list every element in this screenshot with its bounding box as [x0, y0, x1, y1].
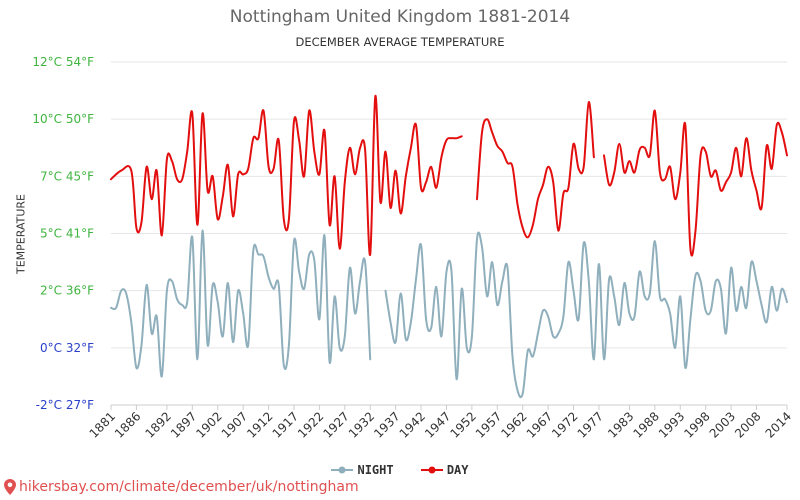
legend-night-marker-icon	[331, 466, 354, 474]
x-axis: 1881188618921897190219071912191719221927…	[87, 404, 794, 441]
y-tick-label: -2°C 27°F	[36, 398, 94, 412]
x-tick-label: 1886	[112, 409, 143, 440]
x-tick-label: 1922	[295, 409, 326, 440]
x-tick-label: 1912	[244, 409, 275, 440]
x-tick-label: 1927	[320, 409, 351, 440]
y-tick-label: 2°C 36°F	[40, 284, 94, 298]
x-tick-label: 1917	[270, 409, 301, 440]
series-lines	[110, 95, 788, 399]
gridlines	[111, 61, 787, 406]
y-tick-label: 0°C 32°F	[40, 341, 94, 355]
series-line-night[interactable]	[110, 229, 372, 378]
x-tick-label: 1947	[422, 409, 453, 440]
x-tick-label: 1957	[473, 409, 504, 440]
legend-item-night[interactable]: NIGHT	[331, 463, 394, 477]
chart-title: Nottingham United Kingdom 1881-2014	[229, 7, 571, 27]
x-tick-label: 1902	[193, 409, 224, 440]
source-link[interactable]: hikersbay.com/climate/december/uk/nottin…	[4, 479, 359, 495]
x-tick-label: 1972	[549, 409, 580, 440]
x-tick-label: 1993	[656, 409, 687, 440]
x-tick-label: 1962	[498, 409, 529, 440]
x-tick-label: 1942	[397, 409, 428, 440]
x-tick-label: 1983	[605, 409, 636, 440]
legend-night-label: NIGHT	[357, 463, 394, 477]
y-tick-label: 5°C 41°F	[40, 227, 94, 241]
y-tick-label: 7°C 45°F	[40, 169, 94, 183]
legend-day-label: DAY	[446, 463, 469, 477]
source-url[interactable]: hikersbay.com/climate/december/uk/nottin…	[19, 479, 359, 495]
x-tick-label: 1897	[168, 409, 199, 440]
legend-day-marker-icon	[420, 466, 443, 474]
x-tick-label: 1998	[681, 409, 712, 440]
x-tick-label: 1881	[87, 409, 118, 440]
y-axis: -2°C 27°F 0°C 32°F 2°C 36°F 5°C 41°F 7°C 45°…	[32, 55, 94, 412]
x-tick-label: 2008	[732, 409, 763, 440]
x-tick-label: 2003	[707, 409, 738, 440]
y-tick-label: 12°C 54°F	[32, 55, 94, 69]
chart-subtitle: DECEMBER AVERAGE TEMPERATURE	[295, 35, 505, 49]
x-tick-label: 1932	[346, 409, 377, 440]
x-tick-label: 1967	[524, 409, 555, 440]
x-tick-label: 1892	[143, 409, 174, 440]
series-line-night[interactable]	[384, 231, 788, 399]
x-tick-label: 1988	[630, 409, 661, 440]
x-tick-label: 1907	[219, 409, 250, 440]
x-tick-label: 1937	[371, 409, 402, 440]
series-line-day[interactable]	[110, 95, 463, 256]
location-pin-icon	[4, 479, 16, 495]
x-tick-label: 1952	[447, 409, 478, 440]
legend-item-day[interactable]: DAY	[420, 463, 469, 477]
legend[interactable]: NIGHT DAY	[0, 463, 800, 478]
y-tick-label: 10°C 50°F	[32, 112, 94, 126]
series-line-day[interactable]	[476, 100, 595, 239]
x-tick-label: 2014	[763, 409, 794, 440]
series-line-day[interactable]	[603, 109, 788, 257]
x-tick-label: 1977	[575, 409, 606, 440]
